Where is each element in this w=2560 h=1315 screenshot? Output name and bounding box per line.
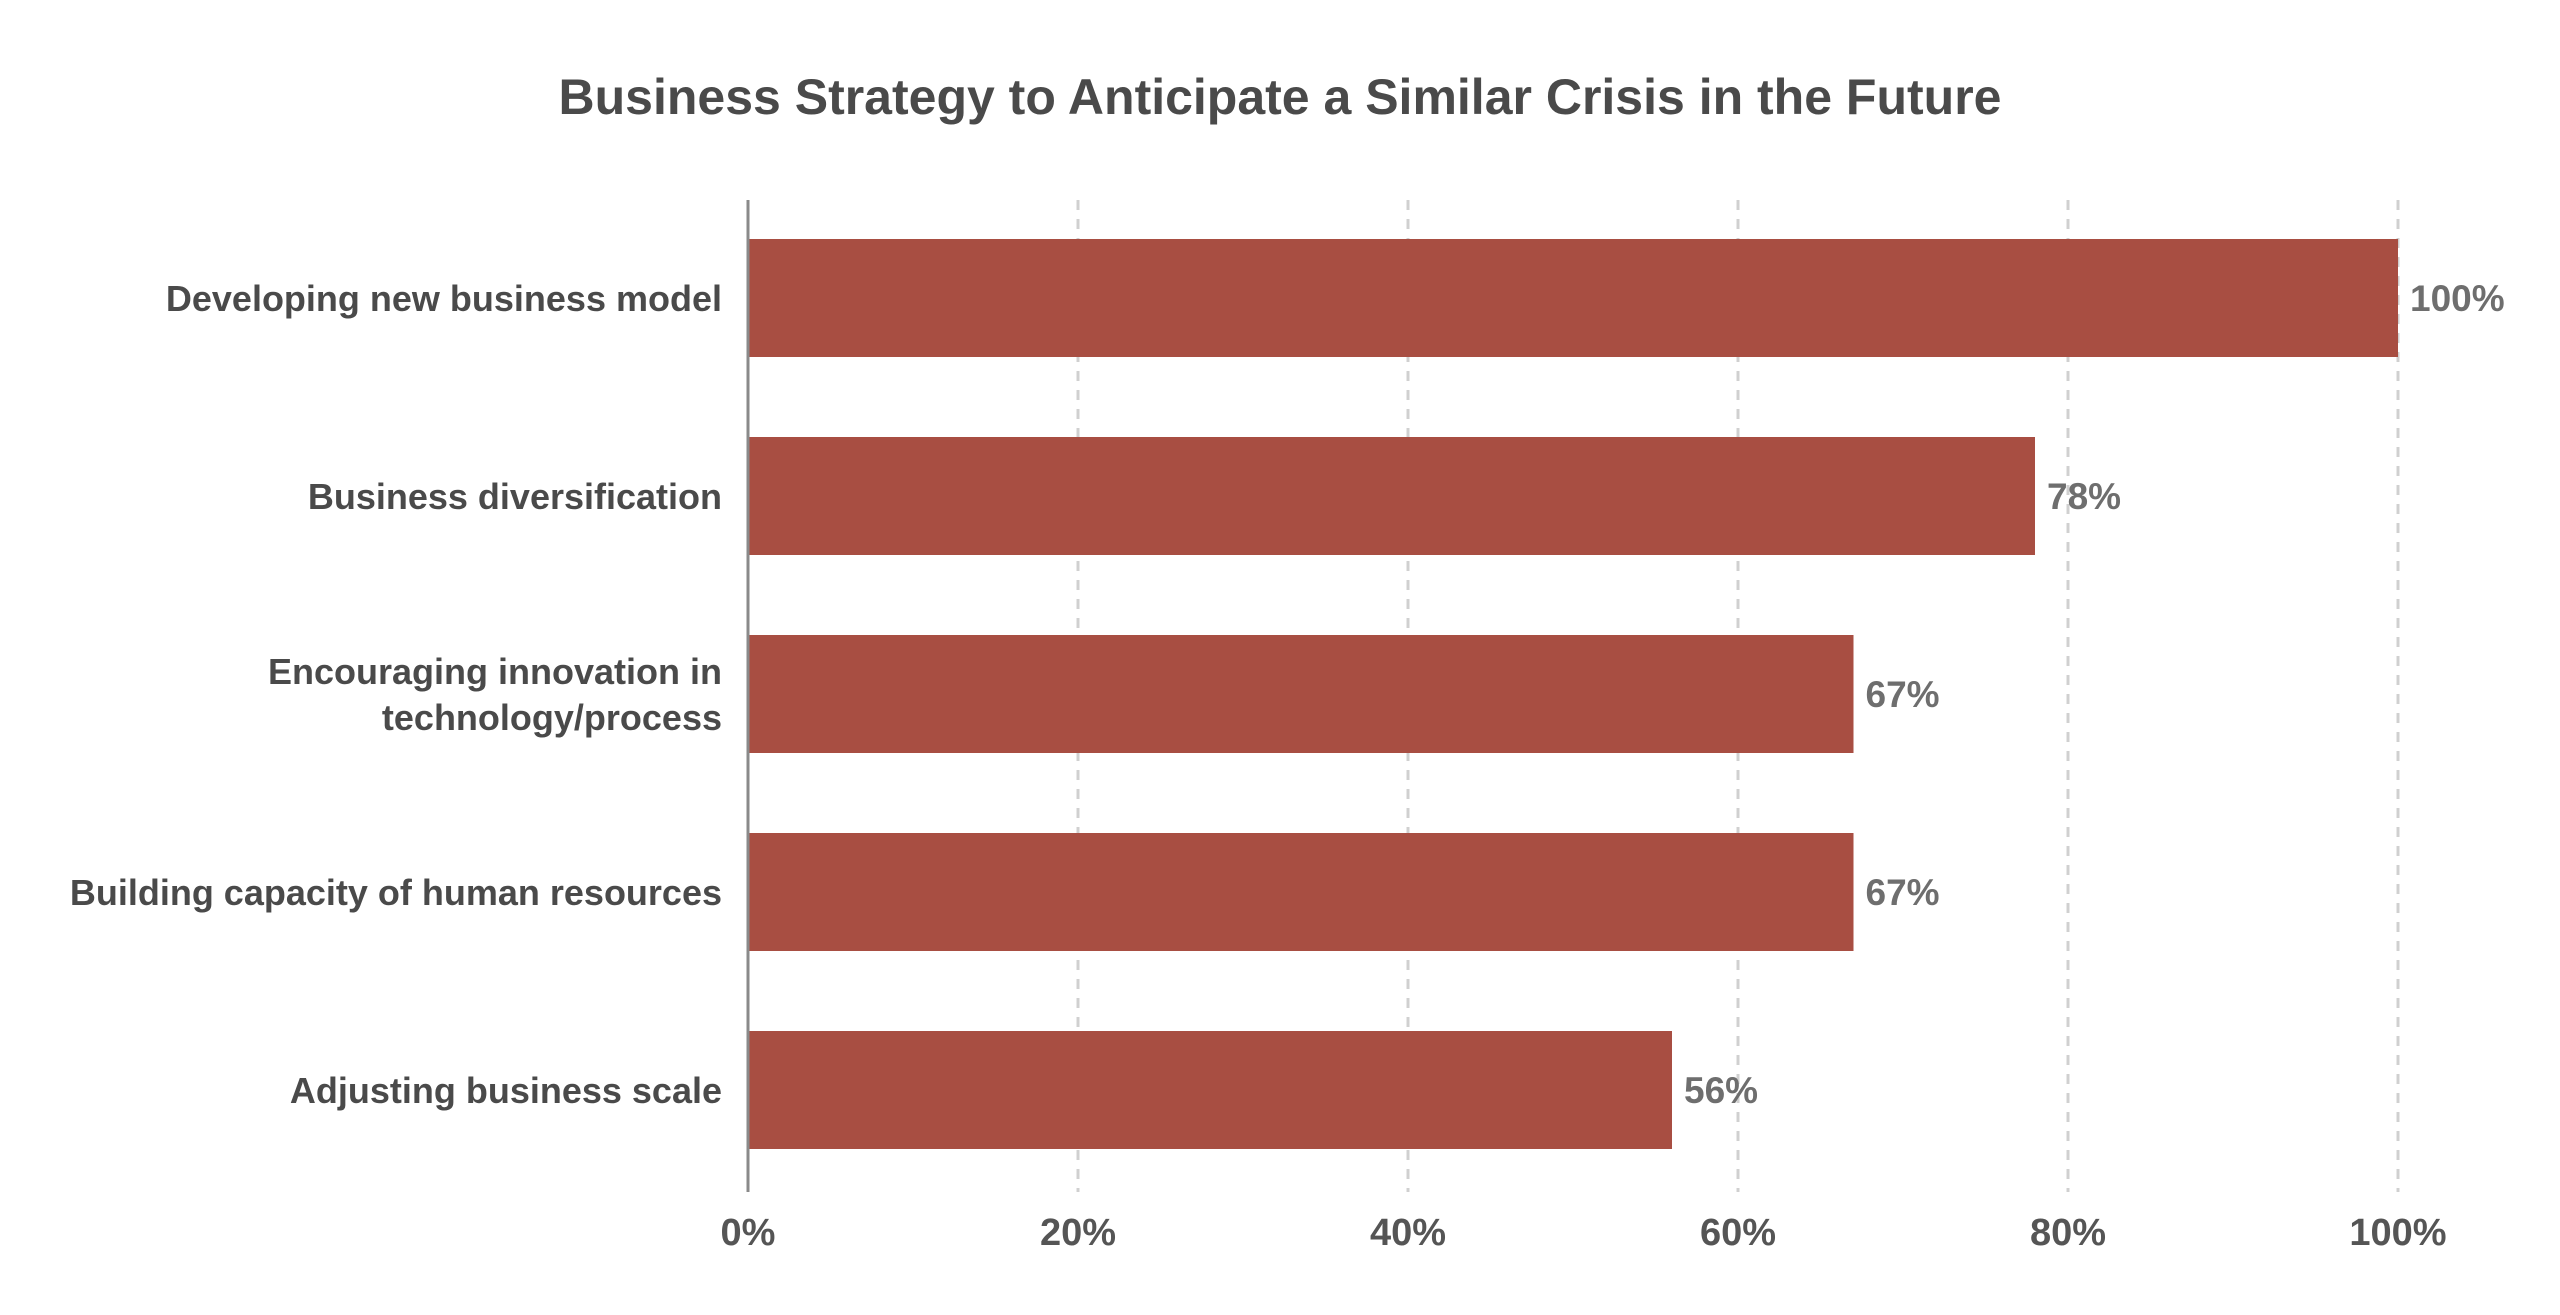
category-label: Developing new business model xyxy=(166,278,722,319)
category-label: Building capacity of human resources xyxy=(70,872,722,913)
bar xyxy=(748,1031,1672,1149)
data-label: 67% xyxy=(1866,872,1940,913)
category-label: Encouraging innovation in technology/proc… xyxy=(268,651,722,738)
category-label-line: Developing new business model xyxy=(166,278,722,319)
x-tick-label: 40% xyxy=(1370,1212,1446,1254)
x-tick-label: 80% xyxy=(2030,1212,2106,1254)
x-tick-label: 0% xyxy=(721,1212,776,1254)
bar xyxy=(748,635,1854,753)
bar xyxy=(748,239,2398,357)
labels: 0% 20% 40% 60% 80% 100% 100% Developing new bus… xyxy=(70,278,2505,1254)
category-label-line: Encouraging innovation in xyxy=(268,651,722,692)
x-tick-label: 60% xyxy=(1700,1212,1776,1254)
data-label: 100% xyxy=(2410,278,2505,319)
x-tick-label: 20% xyxy=(1040,1212,1116,1254)
category-label-line: Building capacity of human resources xyxy=(70,872,722,913)
bar xyxy=(748,833,1854,951)
category-label-line: Adjusting business scale xyxy=(290,1070,722,1111)
x-tick-label: 100% xyxy=(2349,1212,2446,1254)
category-label-line: Business diversification xyxy=(308,476,722,517)
category-label-line: technology/process xyxy=(382,697,722,738)
category-label: Adjusting business scale xyxy=(290,1070,722,1111)
data-label: 78% xyxy=(2047,476,2121,517)
bars xyxy=(748,239,2398,1149)
data-label: 56% xyxy=(1684,1070,1758,1111)
data-label: 67% xyxy=(1866,674,1940,715)
category-label: Business diversification xyxy=(308,476,722,517)
bar xyxy=(748,437,2035,555)
chart-title: Business Strategy to Anticipate a Simila… xyxy=(558,69,2002,125)
